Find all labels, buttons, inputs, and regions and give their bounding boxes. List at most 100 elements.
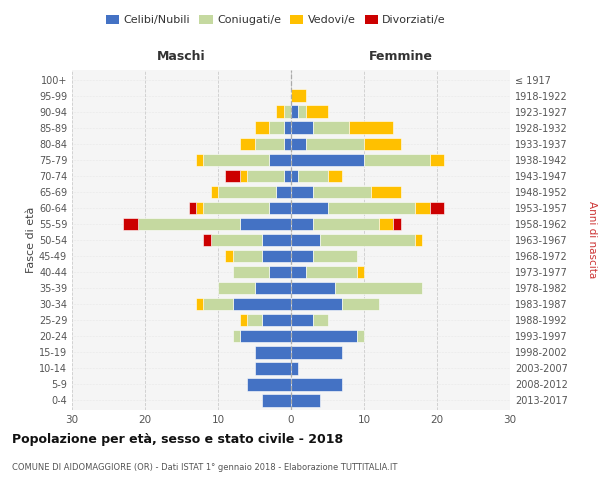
Bar xyxy=(291,90,305,102)
Bar xyxy=(233,266,269,278)
Bar xyxy=(313,314,328,326)
Bar xyxy=(240,218,291,230)
Bar xyxy=(203,298,233,310)
Bar xyxy=(123,218,138,230)
Bar xyxy=(211,186,218,198)
Bar xyxy=(291,122,313,134)
Bar xyxy=(305,106,328,118)
Bar xyxy=(430,154,445,166)
Bar xyxy=(284,170,291,182)
Text: Femmine: Femmine xyxy=(368,50,433,63)
Bar xyxy=(298,106,305,118)
Bar xyxy=(254,122,269,134)
Bar xyxy=(313,122,349,134)
Bar xyxy=(284,138,291,150)
Bar xyxy=(356,266,364,278)
Bar xyxy=(240,330,291,342)
Bar xyxy=(291,202,328,214)
Bar xyxy=(291,218,313,230)
Bar xyxy=(313,218,379,230)
Bar xyxy=(254,282,291,294)
Bar xyxy=(269,202,291,214)
Text: Anni di nascita: Anni di nascita xyxy=(587,202,597,278)
Bar xyxy=(262,394,291,406)
Bar xyxy=(189,202,196,214)
Bar xyxy=(364,138,401,150)
Bar xyxy=(291,234,320,246)
Bar xyxy=(320,234,415,246)
Bar xyxy=(291,346,342,358)
Bar xyxy=(371,186,401,198)
Bar xyxy=(291,106,298,118)
Bar xyxy=(196,154,203,166)
Bar xyxy=(262,314,291,326)
Bar xyxy=(291,170,298,182)
Bar xyxy=(269,266,291,278)
Bar xyxy=(298,170,328,182)
Bar xyxy=(196,298,203,310)
Bar xyxy=(415,234,422,246)
Bar xyxy=(291,330,356,342)
Bar xyxy=(335,282,422,294)
Bar xyxy=(328,170,342,182)
Bar xyxy=(254,346,291,358)
Legend: Celibi/Nubili, Coniugati/e, Vedovi/e, Divorziati/e: Celibi/Nubili, Coniugati/e, Vedovi/e, Di… xyxy=(101,10,451,30)
Bar xyxy=(291,266,305,278)
Bar xyxy=(291,298,342,310)
Bar xyxy=(356,330,364,342)
Bar xyxy=(269,154,291,166)
Text: COMUNE DI AIDOMAGGIORE (OR) - Dati ISTAT 1° gennaio 2018 - Elaborazione TUTTITAL: COMUNE DI AIDOMAGGIORE (OR) - Dati ISTAT… xyxy=(12,462,397,471)
Bar xyxy=(430,202,445,214)
Bar xyxy=(349,122,393,134)
Text: Popolazione per età, sesso e stato civile - 2018: Popolazione per età, sesso e stato civil… xyxy=(12,432,343,446)
Bar xyxy=(291,394,320,406)
Bar xyxy=(247,314,262,326)
Bar xyxy=(291,314,313,326)
Bar xyxy=(291,250,313,262)
Bar xyxy=(342,298,379,310)
Bar xyxy=(269,122,284,134)
Bar xyxy=(233,330,240,342)
Bar xyxy=(226,170,240,182)
Bar xyxy=(240,314,247,326)
Bar xyxy=(313,186,371,198)
Bar xyxy=(137,218,240,230)
Bar xyxy=(379,218,393,230)
Bar xyxy=(291,378,342,390)
Bar xyxy=(291,138,305,150)
Bar xyxy=(218,186,277,198)
Bar xyxy=(240,170,247,182)
Bar xyxy=(218,282,254,294)
Bar xyxy=(262,250,291,262)
Bar xyxy=(305,138,364,150)
Bar xyxy=(254,362,291,374)
Bar xyxy=(291,186,313,198)
Bar xyxy=(305,266,357,278)
Text: Maschi: Maschi xyxy=(157,50,206,63)
Bar xyxy=(247,170,284,182)
Bar xyxy=(203,154,269,166)
Bar xyxy=(291,154,364,166)
Bar xyxy=(284,106,291,118)
Bar xyxy=(393,218,401,230)
Bar xyxy=(364,154,430,166)
Bar xyxy=(226,250,233,262)
Bar xyxy=(262,234,291,246)
Bar xyxy=(247,378,291,390)
Bar xyxy=(291,362,298,374)
Bar xyxy=(196,202,203,214)
Bar xyxy=(415,202,430,214)
Bar xyxy=(240,138,254,150)
Bar xyxy=(328,202,415,214)
Bar xyxy=(284,122,291,134)
Bar xyxy=(291,282,335,294)
Bar xyxy=(211,234,262,246)
Bar xyxy=(203,202,269,214)
Bar xyxy=(254,138,284,150)
Bar xyxy=(203,234,211,246)
Bar xyxy=(233,298,291,310)
Y-axis label: Fasce di età: Fasce di età xyxy=(26,207,36,273)
Bar xyxy=(277,106,284,118)
Bar xyxy=(313,250,356,262)
Bar xyxy=(277,186,291,198)
